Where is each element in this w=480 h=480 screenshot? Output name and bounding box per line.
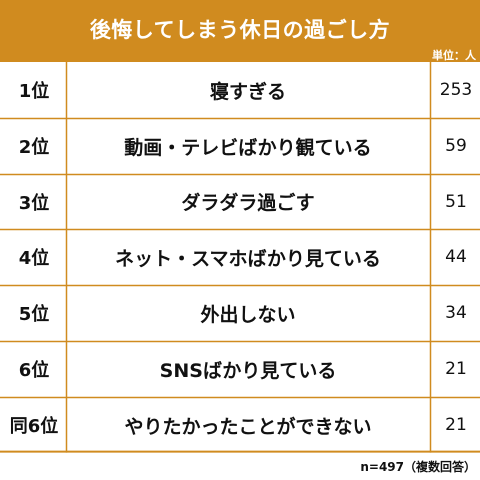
item-label: やりたかったことができない [124, 415, 372, 438]
chart-title: 後悔してしまう休日の過ごし方 [89, 18, 391, 42]
item-label: 寝すぎる [209, 80, 286, 103]
rank-label: 3位 [18, 192, 50, 214]
value-label: 34 [445, 303, 467, 323]
rank-label: 6位 [18, 360, 50, 381]
value-label: 51 [445, 191, 467, 212]
unit-strip [0, 49, 480, 62]
value-label: 21 [445, 415, 467, 435]
item-label: SNSばかり見ている [159, 359, 337, 382]
value-label: 59 [445, 136, 467, 156]
footnote: n=497（複数回答） [360, 460, 476, 474]
value-label: 253 [439, 80, 473, 100]
rank-label: 同6位 [9, 416, 59, 437]
item-label: ネット・スマホばかり見ている [115, 247, 381, 270]
rank-label: 4位 [18, 248, 50, 269]
ranking-table: 1位 寝すぎる 253 2位 動画・テレビばかり観ている 59 3位 ダラダラ過ごす 51 4位 ネ… [0, 62, 480, 453]
unit-label: 単位：人 [432, 49, 476, 62]
value-label: 44 [445, 247, 467, 267]
item-label: ダラダラ過ごす [181, 192, 315, 214]
table-gridlines [0, 62, 480, 453]
value-label: 21 [445, 359, 467, 379]
rank-label: 2位 [18, 137, 50, 158]
item-label: 動画・テレビばかり観ている [124, 136, 372, 159]
rank-label: 1位 [18, 81, 50, 102]
item-label: 外出しない [200, 303, 296, 326]
rank-label: 5位 [18, 304, 50, 325]
